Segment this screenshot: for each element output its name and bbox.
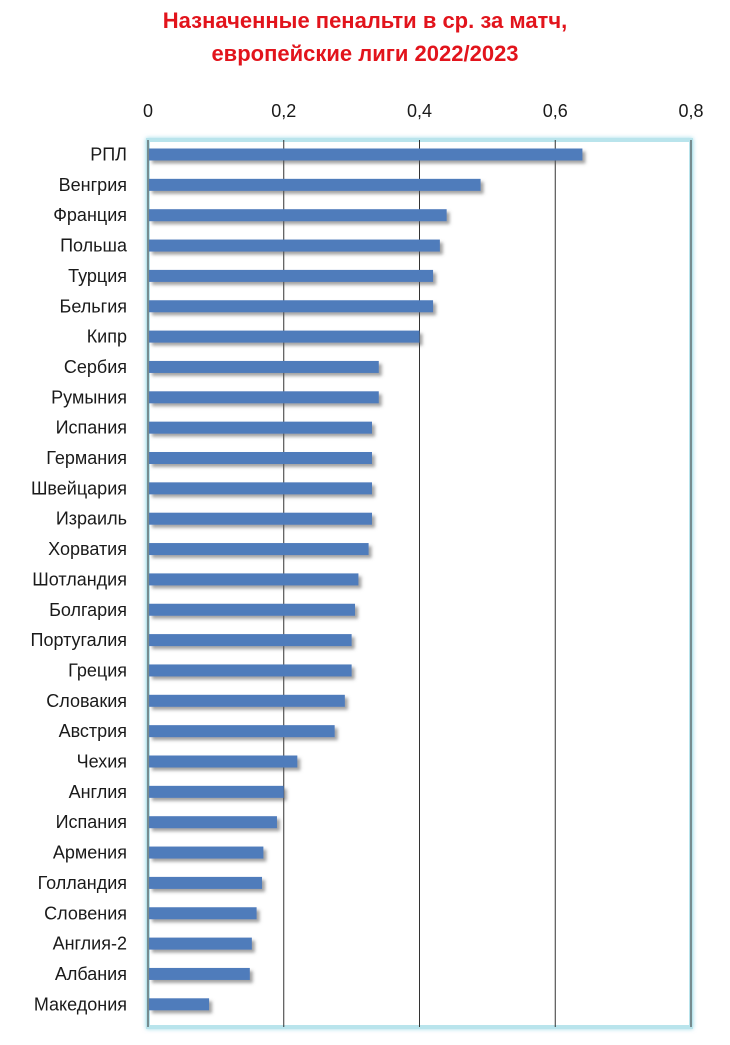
chart-title-line-2: европейские лиги 2022/2023: [211, 41, 519, 66]
category-label: РПЛ: [90, 145, 127, 165]
bar: [149, 907, 257, 920]
bar: [149, 209, 447, 222]
bar: [149, 785, 284, 798]
bar: [149, 694, 345, 707]
category-label: Испания: [56, 418, 127, 438]
bar: [149, 391, 379, 404]
category-label: Франция: [53, 205, 127, 225]
bar: [149, 482, 372, 495]
category-label: Германия: [46, 448, 127, 468]
bar: [149, 269, 434, 282]
category-label: Израиль: [56, 509, 127, 529]
bar: [149, 603, 356, 616]
bar: [149, 360, 379, 373]
bar: [149, 178, 481, 191]
category-label: Англия-2: [53, 934, 127, 954]
bar: [149, 725, 335, 738]
chart-title-line-1: Назначенные пенальти в ср. за матч,: [162, 8, 568, 33]
category-label: Англия: [69, 782, 127, 802]
category-label: Албания: [55, 964, 127, 984]
category-label: Швейцария: [31, 478, 127, 498]
x-tick-label: 0,8: [678, 101, 703, 121]
category-label: Армения: [53, 843, 127, 863]
category-label: Австрия: [59, 721, 127, 741]
bar: [149, 148, 583, 161]
category-label: Португалия: [31, 630, 128, 650]
bar: [149, 755, 298, 768]
category-label: Венгрия: [59, 175, 127, 195]
bar: [149, 543, 369, 556]
bar: [149, 876, 263, 889]
bar: [149, 330, 420, 343]
category-label: Хорватия: [48, 539, 127, 559]
category-label: Шотландия: [32, 569, 127, 589]
category-label: Бельгия: [60, 296, 127, 316]
category-label: Польша: [60, 236, 128, 256]
bar: [149, 512, 372, 525]
bar: [149, 452, 372, 464]
bar: [149, 846, 264, 859]
bar: [149, 300, 434, 313]
category-label: Испания: [56, 812, 127, 832]
category-label: Чехия: [77, 752, 127, 772]
category-label: Болгария: [49, 600, 127, 620]
category-label: Румыния: [51, 387, 127, 407]
bar: [149, 816, 277, 829]
bar: [149, 937, 252, 950]
bar: [149, 664, 352, 677]
category-label: Сербия: [64, 357, 127, 377]
category-label: Словения: [44, 903, 127, 923]
category-label: Греция: [68, 660, 127, 680]
bar: [149, 573, 359, 586]
x-tick-label: 0,4: [407, 101, 432, 121]
category-label: Кипр: [87, 327, 127, 347]
category-label: Македония: [34, 994, 127, 1014]
chart-title: Назначенные пенальти в ср. за матч, евро…: [0, 4, 730, 70]
bar: [149, 967, 250, 980]
bar: [149, 239, 440, 252]
x-tick-label: 0,6: [543, 101, 568, 121]
bar: [149, 998, 210, 1011]
x-tick-label: 0,2: [271, 101, 296, 121]
category-label: Турция: [68, 266, 127, 286]
category-label: Словакия: [46, 691, 127, 711]
x-tick-label: 0: [143, 101, 153, 121]
bar: [149, 634, 352, 647]
category-label: Голландия: [38, 873, 127, 893]
bar: [149, 421, 372, 434]
